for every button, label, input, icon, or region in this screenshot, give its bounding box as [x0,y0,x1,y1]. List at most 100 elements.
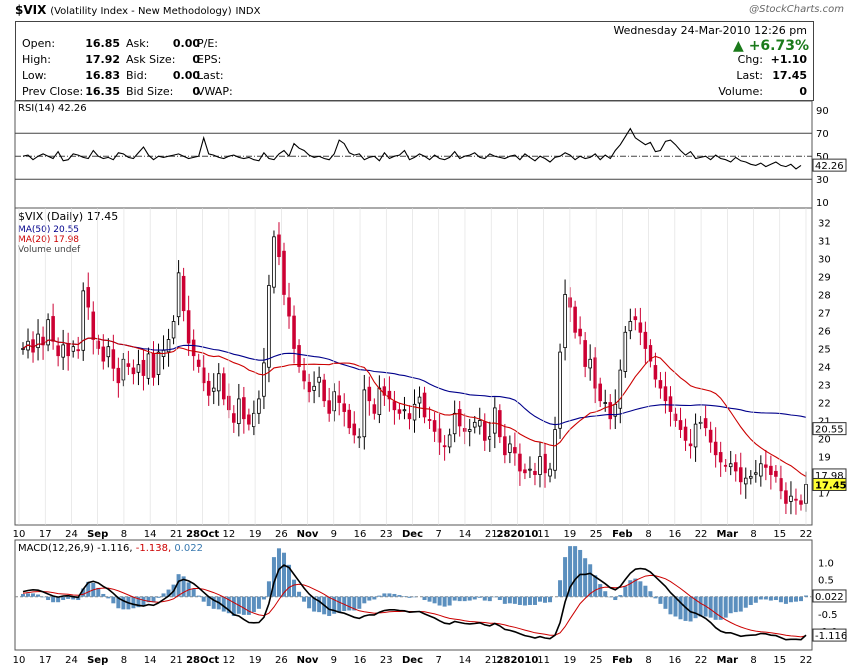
x-tick-label: 12 [222,529,235,540]
candle-body [41,336,45,346]
candle-body [764,464,768,468]
x-tick-label: 21 [485,529,498,540]
macd-x-tick-label: 8 [750,655,756,666]
candle-body [186,310,191,344]
macd-x-tick-label: 23 [380,655,393,666]
macd-histogram-bar [312,596,317,612]
rsi-legend: RSI(14) 42.26 [18,103,87,114]
ask-size-value: 0 [192,53,200,66]
macd-histogram-bar [422,596,427,601]
price-candle [503,423,507,464]
candle-body [277,234,281,258]
macd-x-tick-label: Sep [87,655,108,666]
price-candle [733,454,738,482]
candle-body [46,319,50,346]
price-value-badge: 17.98 [812,468,847,482]
candle-body [131,367,136,375]
candle-body [287,297,291,317]
macd-histogram-bar [658,596,663,604]
macd-histogram-bar [201,596,206,602]
macd-histogram-bar [773,596,778,601]
candle-body [327,400,331,414]
macd-histogram-bar [181,576,186,597]
price-candle [643,321,648,364]
macd-histogram-bar [101,593,106,597]
price-candle [558,343,562,439]
macd-histogram-bar [753,596,758,603]
candle-body [362,389,367,438]
macd-x-tick-label: 17 [39,655,52,666]
price-candle [673,407,678,427]
candle-body [583,340,587,367]
x-tick-label: Feb [612,529,632,540]
x-tick-label: 28Oct [186,529,219,540]
candle-body [101,346,106,362]
x-tick-label: 22 [695,529,708,540]
price-candle [477,407,482,435]
price-candle [91,301,96,355]
macd-histogram-bar [226,596,231,614]
price-candle [618,359,623,424]
candle-body [603,402,608,404]
macd-x-tick-label: 8 [645,655,651,666]
candle-body [794,498,798,501]
candle-body [573,306,577,333]
candle-body [272,236,276,288]
price-candle [698,416,703,430]
macd-histogram-bar [703,596,708,617]
bid-value: 0.00 [172,69,200,82]
candle-body [171,321,176,339]
candle-body [618,369,623,409]
macd-histogram-bar [537,596,542,602]
macd-x-tick-label: 28Oct [186,655,219,666]
candle-body [216,373,221,392]
macd-histogram-bar [768,596,773,601]
macd-histogram-bar [688,596,693,622]
macd-panel-frame [14,539,813,651]
x-tick-label: 8 [645,529,651,540]
candle-body [528,468,532,471]
ask-value: 0.00 [172,37,200,50]
macd-histogram-bar [578,549,583,597]
x-tick-label: 19 [564,529,577,540]
macd-x-tick-label: 14 [144,655,157,666]
macd-histogram-bar [603,591,608,597]
macd-histogram-bar [728,596,733,614]
macd-histogram-bar [276,548,281,597]
candle-body [698,421,703,424]
macd-legend-part: -1.116, [94,543,133,554]
macd-histogram-bar [81,588,86,597]
candle-body [166,339,171,353]
macd-legend-part: MACD(12,26,9) [18,543,94,554]
macd-histogram-bar [246,596,251,615]
price-candle [302,358,306,390]
macd-histogram-bar [618,595,623,597]
price-candle [467,418,472,447]
macd-histogram-bar [718,596,723,620]
price-candle [272,230,276,294]
price-tick-label: 26 [818,326,831,337]
price-candle [367,376,372,416]
price-candle [412,389,417,433]
macd-histogram-bar [287,564,292,597]
price-candle [683,418,688,451]
candle-body [563,294,567,349]
price-candle [277,222,281,266]
x-tick-label: 24 [65,529,78,540]
candle-body [257,398,261,414]
macd-histogram-bar [387,593,392,597]
price-candle [769,455,773,490]
price-candle [352,411,357,444]
price-tick-label: 23 [818,381,831,392]
price-candle [81,282,86,361]
candle-body [628,321,633,332]
candle-body [91,311,96,340]
price-candle [427,406,432,429]
price-candle [51,303,55,350]
macd-histogram-bar [116,596,121,609]
price-value-badge: 20.55 [812,422,847,436]
x-tick-label: Mar [716,529,738,540]
macd-x-tick-label: 9 [331,655,337,666]
candle-body [422,392,427,418]
candle-body [482,421,487,441]
